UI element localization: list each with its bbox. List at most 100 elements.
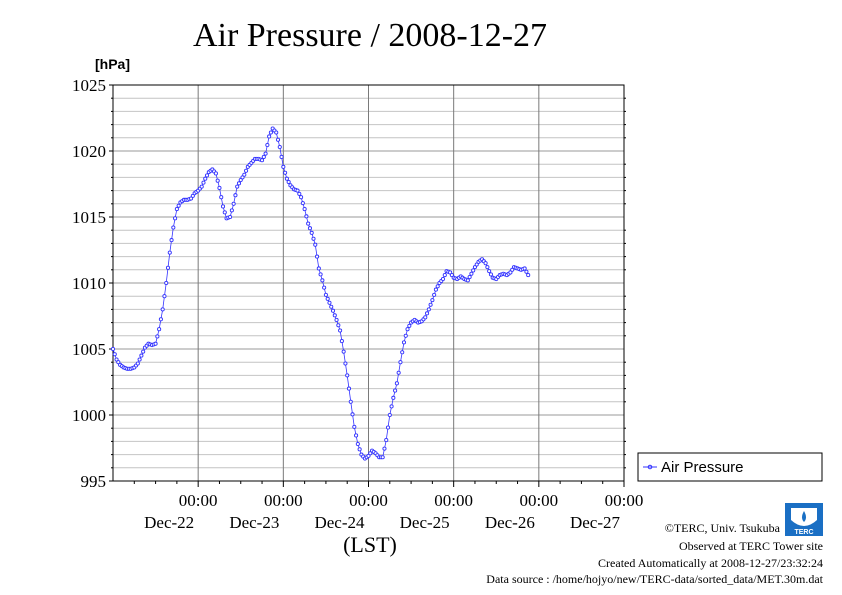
- data-point: [265, 143, 270, 148]
- data-point: [157, 327, 162, 332]
- data-point: [322, 285, 327, 290]
- data-point: [380, 455, 385, 460]
- data-point: [442, 273, 447, 278]
- data-point: [189, 196, 194, 201]
- data-point: [341, 349, 346, 354]
- legend-box: [637, 452, 823, 482]
- data-point: [338, 328, 343, 333]
- data-point: [522, 266, 527, 271]
- data-point: [433, 287, 438, 292]
- data-point: [345, 373, 350, 378]
- x-tick-time-label: 00:00: [519, 491, 558, 510]
- copyright-text: ©TERC, Univ. Tsukuba: [665, 521, 781, 535]
- y-axis-ticks: 995 1000 1005 1010 1015 1020 1025: [72, 76, 626, 491]
- data-point: [231, 201, 236, 206]
- y-axis-unit: [hPa]: [95, 56, 130, 72]
- data-point: [467, 275, 472, 280]
- data-point: [325, 296, 330, 301]
- data-point: [286, 179, 291, 185]
- data-point: [316, 266, 321, 271]
- data-point: [366, 453, 371, 458]
- data-point: [240, 175, 245, 180]
- x-tick-time-label: 00:00: [349, 491, 388, 510]
- data-point: [398, 360, 403, 365]
- data-point: [357, 447, 362, 452]
- legend-marker-swatch: [647, 464, 653, 470]
- x-axis-label: (LST): [343, 532, 397, 557]
- data-point: [167, 250, 172, 255]
- x-axis-ticks: 00:00 Dec-22 00:00 Dec-23 00:00 Dec-24 00:00 De…: [133, 481, 643, 532]
- series-line: [112, 127, 529, 460]
- data-point: [391, 395, 396, 400]
- data-point: [384, 438, 389, 443]
- data-point: [141, 349, 146, 354]
- data-point: [306, 221, 311, 226]
- grid: [113, 85, 624, 481]
- data-point: [311, 236, 316, 241]
- data-point: [526, 273, 531, 278]
- data-point: [483, 261, 488, 266]
- data-point: [385, 425, 391, 430]
- data-point: [330, 308, 336, 313]
- data-point: [320, 278, 325, 283]
- data-point: [220, 204, 226, 209]
- data-point: [268, 130, 273, 135]
- data-point: [176, 203, 181, 208]
- data-point: [233, 193, 238, 198]
- data-point: [394, 381, 399, 386]
- data-point: [334, 317, 339, 323]
- data-point: [387, 412, 392, 418]
- y-tick-label: 1000: [72, 406, 106, 425]
- data-point: [401, 340, 407, 345]
- data-point: [524, 269, 529, 274]
- data-point: [424, 311, 430, 316]
- x-tick-date-label: Dec-25: [400, 513, 450, 532]
- data-point: [472, 265, 478, 270]
- data-point: [203, 176, 208, 181]
- data-point: [465, 278, 470, 283]
- data-point: [222, 210, 227, 215]
- terc-logo: TERC: [785, 503, 823, 536]
- data-point: [343, 361, 348, 366]
- data-point: [297, 191, 302, 196]
- data-point: [242, 172, 247, 177]
- data-point: [346, 386, 352, 391]
- y-tick-label: 1010: [72, 274, 106, 293]
- source-text: Data source : /home/hojyo/new/TERC-data/…: [486, 572, 823, 586]
- data-point: [348, 399, 353, 404]
- data-point: [165, 265, 171, 270]
- data-point: [300, 201, 305, 206]
- data-point: [199, 184, 204, 189]
- chart-title: Air Pressure / 2008-12-27: [193, 17, 547, 54]
- data-point: [368, 451, 373, 456]
- data-point: [336, 323, 341, 328]
- data-point: [112, 352, 117, 357]
- data-point: [160, 307, 165, 312]
- data-point: [318, 272, 323, 277]
- data-point: [114, 357, 119, 362]
- data-point: [448, 270, 453, 275]
- air-pressure-series: [110, 126, 531, 461]
- data-point: [139, 353, 144, 358]
- data-point: [259, 158, 265, 163]
- created-text: Created Automatically at 2008-12-27/23:3…: [598, 556, 823, 570]
- data-point: [261, 154, 266, 159]
- data-point: [396, 370, 401, 375]
- data-point: [405, 327, 410, 332]
- x-tick-time-label: 00:00: [264, 491, 303, 510]
- x-tick-date-label: Dec-22: [144, 513, 194, 532]
- data-point: [299, 195, 304, 200]
- data-point: [281, 164, 286, 169]
- data-point: [274, 130, 279, 135]
- logo-drop-icon: [802, 511, 806, 522]
- data-point: [215, 178, 220, 183]
- data-point: [382, 446, 387, 451]
- data-point: [339, 339, 344, 344]
- y-tick-label: 995: [81, 472, 107, 491]
- data-point: [236, 181, 242, 186]
- data-point: [400, 350, 405, 355]
- data-point: [329, 304, 334, 309]
- data-point: [440, 276, 446, 282]
- x-tick-time-label: 00:00: [179, 491, 218, 510]
- x-tick-date-label: Dec-24: [314, 513, 365, 532]
